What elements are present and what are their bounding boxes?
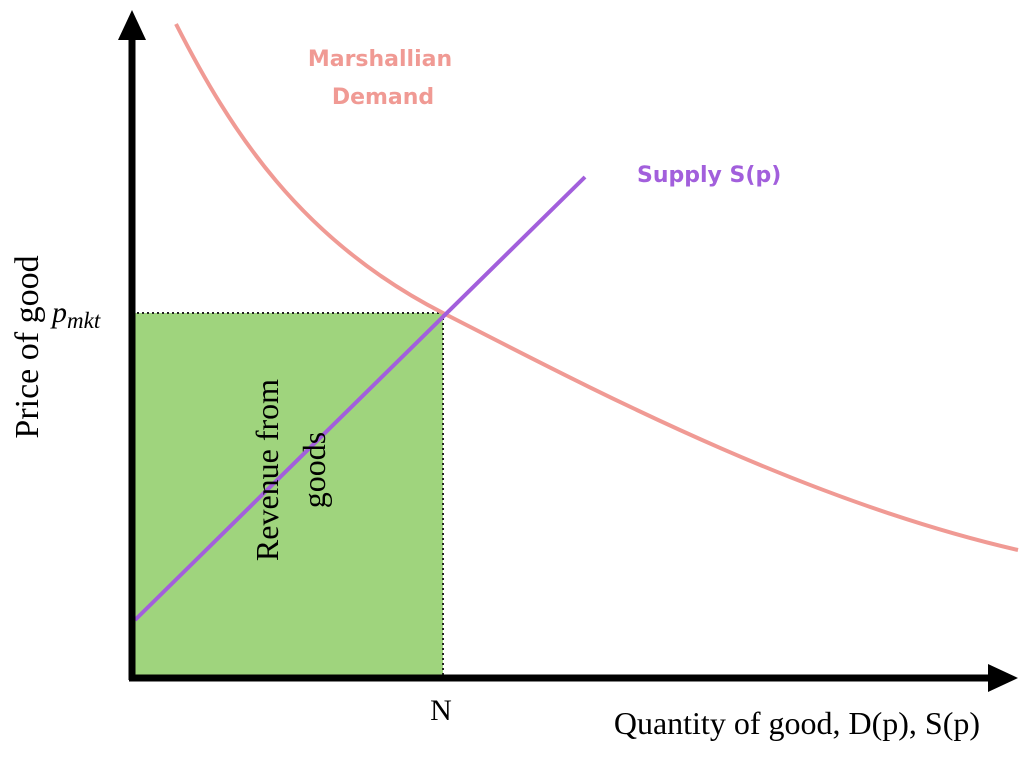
price-tick-label: pmkt [50,296,101,333]
y-axis-label: Price of good [9,255,46,438]
revenue-label-line2: goods [296,432,332,508]
demand-curve [174,23,1019,552]
quantity-tick-label: N [430,694,452,727]
price-symbol: p [50,296,67,329]
supply-line [133,175,587,622]
y-axis-arrow [118,10,146,40]
revenue-label-line1: Revenue from [249,379,285,561]
supply-label: Supply S(p) [637,163,781,188]
x-axis-label: Quantity of good, D(p), S(p) [614,705,980,741]
price-subscript: mkt [67,308,101,333]
demand-label-line2: Demand [332,85,434,110]
x-axis-arrow [988,664,1018,692]
revenue-region [132,313,443,678]
demand-label-line1: Marshallian [308,47,452,72]
